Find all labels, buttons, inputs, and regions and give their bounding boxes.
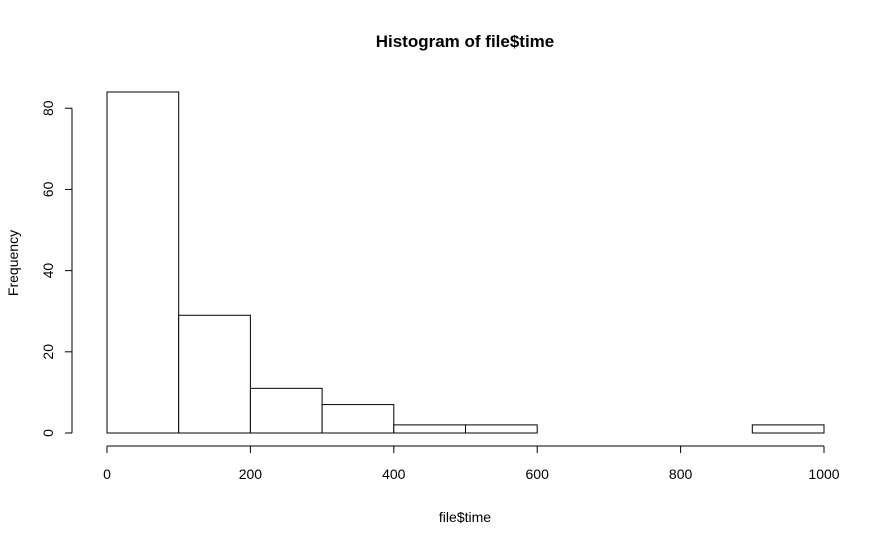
y-tick-label-40: 40 xyxy=(40,263,56,279)
histogram-bar-500-600 xyxy=(465,424,538,434)
x-tick-label-400: 400 xyxy=(382,466,406,482)
y-axis: 0 20 40 60 80 xyxy=(40,100,73,437)
x-tick-label-800: 800 xyxy=(669,466,693,482)
histogram-bar-900-1000 xyxy=(751,424,825,434)
chart-title: Histogram of file$time xyxy=(376,32,555,51)
x-axis: 0 200 400 600 800 1000 xyxy=(103,445,840,482)
y-tick-label-80: 80 xyxy=(40,100,56,116)
y-tick-label-20: 20 xyxy=(40,344,56,360)
y-tick-label-60: 60 xyxy=(40,181,56,197)
x-tick-label-0: 0 xyxy=(103,466,111,482)
histogram-bar-0-100 xyxy=(106,91,180,434)
histogram-bar-300-400 xyxy=(321,404,395,434)
x-axis-label: file$time xyxy=(439,509,491,525)
histogram-bar-200-300 xyxy=(249,387,323,434)
histogram-bar-100-200 xyxy=(178,314,251,434)
y-axis-label: Frequency xyxy=(5,230,21,296)
y-tick-label-0: 0 xyxy=(40,429,56,437)
x-tick-label-1000: 1000 xyxy=(808,466,839,482)
histogram-bar-400-500 xyxy=(393,424,466,434)
bars-group xyxy=(106,91,825,434)
x-tick-label-200: 200 xyxy=(239,466,263,482)
x-tick-label-600: 600 xyxy=(526,466,550,482)
